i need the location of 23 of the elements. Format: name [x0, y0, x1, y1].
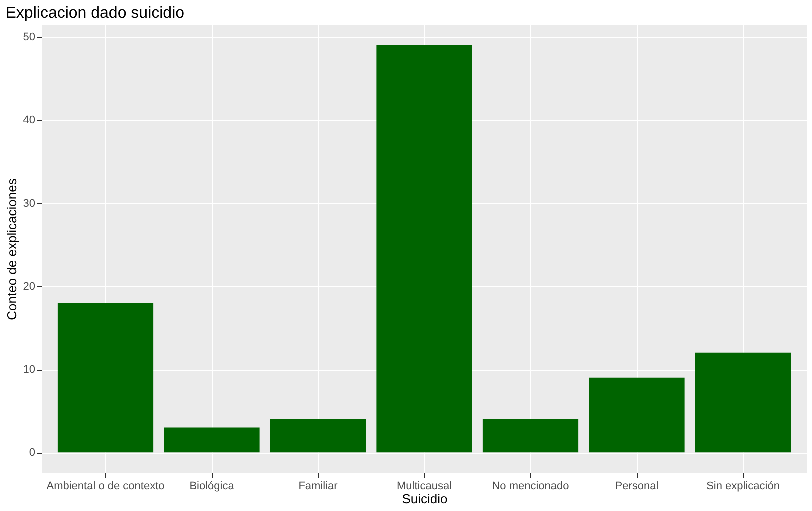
y-tick-label: 20: [23, 280, 36, 293]
y-tick-label: 40: [23, 114, 36, 127]
bar: [482, 419, 579, 453]
bar: [376, 45, 472, 453]
x-tick-label: Multicausal: [396, 480, 452, 492]
y-axis-title: Conteo de explicaciones: [4, 178, 20, 320]
x-axis-title: Suicidio: [402, 492, 448, 506]
bar: [270, 419, 366, 453]
bar: [164, 428, 260, 453]
bar: [589, 378, 685, 453]
bar: [695, 352, 792, 453]
x-tick-label: No mencionado: [492, 480, 570, 492]
x-tick-label: Ambiental o de contexto: [46, 480, 165, 492]
y-tick-label: 50: [23, 32, 36, 44]
y-tick-label: 0: [29, 447, 36, 460]
y-tick-label: 30: [23, 198, 36, 210]
bar: [58, 303, 154, 453]
chart-title: Explicacion dado suicidio: [6, 5, 185, 22]
x-tick-label: Sin explicación: [706, 480, 780, 492]
x-tick-label: Biológica: [190, 480, 236, 492]
x-tick-label: Familiar: [298, 480, 338, 492]
y-tick-label: 10: [23, 364, 36, 376]
x-tick-label: Personal: [615, 480, 659, 492]
